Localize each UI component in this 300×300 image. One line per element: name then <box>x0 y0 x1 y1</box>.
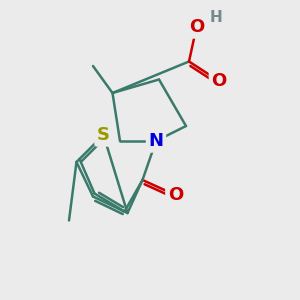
Text: O: O <box>168 186 183 204</box>
Text: O: O <box>212 72 226 90</box>
Text: H: H <box>210 11 222 26</box>
Text: S: S <box>97 126 110 144</box>
Text: N: N <box>148 132 164 150</box>
Text: O: O <box>189 18 204 36</box>
